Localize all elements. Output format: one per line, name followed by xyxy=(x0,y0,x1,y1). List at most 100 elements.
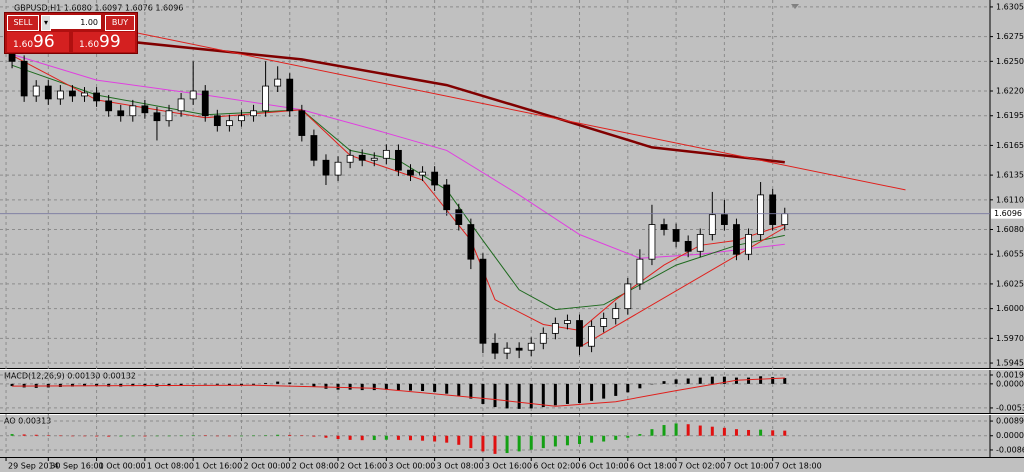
x-tick-label: 1 Oct 16:00 xyxy=(195,462,242,471)
ao-bar xyxy=(747,429,751,436)
macd-bar xyxy=(384,383,388,390)
candle-body xyxy=(419,171,426,176)
macd-bar xyxy=(10,383,14,387)
indicator-line xyxy=(11,64,785,311)
macd-bar xyxy=(710,376,714,384)
macd-bar xyxy=(408,383,412,391)
x-tick-label: 2 Oct 08:00 xyxy=(292,462,339,471)
candle-body xyxy=(407,169,414,176)
candle-body xyxy=(153,112,161,122)
ao-bar xyxy=(336,435,340,440)
macd-bar xyxy=(541,383,545,408)
y-tick-label: 1.6250 xyxy=(996,57,1024,66)
candle-body xyxy=(757,194,765,235)
ao-bar xyxy=(759,429,763,436)
ao-bar xyxy=(70,435,74,437)
macd-bar xyxy=(674,379,678,384)
candle-body xyxy=(769,194,777,225)
macd-bar xyxy=(288,382,292,384)
buy-button[interactable]: BUY xyxy=(105,15,135,31)
y-tick-label: 0.00198 xyxy=(996,371,1024,380)
macd-bar xyxy=(433,383,437,392)
candle-body xyxy=(781,213,789,225)
x-tick-label: 1 Oct 08:00 xyxy=(147,462,194,471)
y-tick-label: 1.6055 xyxy=(996,250,1024,259)
ao-bar xyxy=(324,435,328,438)
x-tick-label: 7 Oct 10:00 xyxy=(726,462,773,471)
candle-body xyxy=(479,258,487,344)
ao-bar xyxy=(288,434,292,436)
ao-bar xyxy=(710,426,714,436)
macd-title: MACD(12,26,9) 0.00130 0.00132 xyxy=(4,372,136,381)
ao-bar xyxy=(529,435,533,450)
ao-bar xyxy=(252,435,256,437)
y-tick-label: 1.6195 xyxy=(996,111,1024,120)
macd-bar xyxy=(215,383,219,385)
y-tick-label: 0.00892 xyxy=(996,417,1024,426)
y-tick-label: -0.00863 xyxy=(996,445,1024,454)
macd-bar xyxy=(276,381,280,384)
lot-input[interactable]: 1.00 xyxy=(51,15,101,29)
indicator-line xyxy=(96,24,906,191)
ao-title: AO 0.00313 xyxy=(4,417,51,426)
ao-bar xyxy=(372,435,376,441)
ao-bar xyxy=(22,434,26,436)
macd-bar xyxy=(578,383,582,404)
macd-bar xyxy=(264,382,268,384)
candle-body xyxy=(20,60,28,97)
candle-body xyxy=(648,224,656,260)
x-tick-label: 2 Oct 00:00 xyxy=(243,462,290,471)
candle-body xyxy=(708,214,716,235)
ao-bar xyxy=(722,427,726,436)
candle-body xyxy=(213,115,221,127)
ao-bar xyxy=(771,430,775,436)
x-tick-label: 6 Oct 10:00 xyxy=(582,462,629,471)
candle-body xyxy=(660,224,668,230)
candle-body xyxy=(358,154,366,161)
macd-bar xyxy=(457,383,461,396)
ao-bar xyxy=(155,435,159,437)
ao-bar xyxy=(179,435,183,437)
candle-body xyxy=(551,323,559,334)
current-price-label: 1.6096 xyxy=(994,209,1022,218)
macd-bar xyxy=(638,383,642,389)
ao-bar xyxy=(626,435,630,438)
candle-body xyxy=(250,110,257,117)
macd-bar xyxy=(372,383,376,391)
ao-bar xyxy=(384,435,388,440)
y-tick-label: 0.00000 xyxy=(996,379,1024,388)
y-tick-label: 1.6110 xyxy=(996,195,1024,204)
bid-prefix: 1.60 xyxy=(13,40,34,50)
macd-bar xyxy=(95,383,99,387)
macd-bar xyxy=(493,383,497,408)
macd-bar xyxy=(107,383,111,387)
macd-bar xyxy=(83,383,87,387)
ask-price[interactable]: 1.60 99 xyxy=(73,32,135,52)
ao-bar xyxy=(227,435,231,437)
candle-body xyxy=(56,90,64,100)
y-tick-label: 1.6275 xyxy=(996,32,1024,41)
macd-bar xyxy=(783,378,787,384)
candle-body xyxy=(527,342,535,351)
candle-body xyxy=(117,110,125,117)
ao-bar xyxy=(264,435,268,436)
candle-body xyxy=(69,90,76,97)
bid-price[interactable]: 1.60 96 xyxy=(7,32,69,52)
ao-bar xyxy=(565,435,569,446)
ao-bar xyxy=(433,435,437,442)
candle-body xyxy=(564,320,571,324)
ask-pips: 99 xyxy=(99,32,121,52)
candle-body xyxy=(262,85,270,112)
candle-body xyxy=(322,159,330,176)
y-tick-label: 1.6305 xyxy=(996,2,1024,11)
one-click-trading: SELL ▾ 1.00 BUY 1.60 96 1.60 99 xyxy=(4,12,138,54)
lot-dropdown[interactable]: ▾ xyxy=(41,15,51,31)
y-tick-label: 1.6025 xyxy=(996,279,1024,288)
candle-body xyxy=(201,90,209,117)
y-tick-label: -0.00539 xyxy=(996,403,1024,412)
sell-button[interactable]: SELL xyxy=(7,15,39,31)
x-tick-label: 1 Oct 00:00 xyxy=(99,462,146,471)
macd-signal-line xyxy=(12,377,785,407)
